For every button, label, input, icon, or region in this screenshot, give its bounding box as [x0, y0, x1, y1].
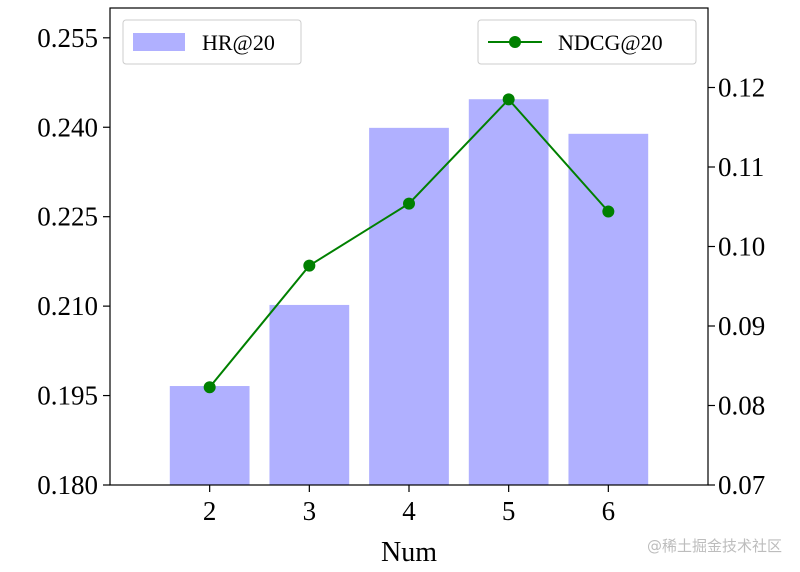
bar-hr20-5 — [468, 99, 549, 485]
line-series-ndcg20 — [203, 93, 615, 394]
bar-hr20-2 — [169, 386, 250, 485]
legend-marker-ndcg20 — [509, 36, 521, 48]
left-tick-label: 0.225 — [37, 202, 98, 232]
legend-left: HR@20 — [122, 19, 302, 65]
legend-right: NDCG@20 — [477, 19, 697, 65]
bar-hr20-3 — [269, 304, 350, 485]
left-tick-label: 0.255 — [37, 23, 98, 53]
right-y-axis: 0.07 0.08 0.09 0.10 0.11 0.12 — [708, 73, 765, 500]
right-tick-label: 0.07 — [718, 470, 765, 500]
watermark-text: @稀土掘金技术社区 — [646, 537, 782, 555]
bar-hr20-4 — [369, 127, 449, 485]
right-tick-label: 0.08 — [718, 391, 765, 421]
point-ndcg20-2 — [203, 381, 216, 394]
x-axis: 2 3 4 5 6 — [203, 485, 615, 526]
point-ndcg20-3 — [303, 259, 316, 272]
right-tick-label: 0.09 — [718, 311, 765, 341]
x-tick-label: 5 — [502, 496, 516, 526]
legend-swatch-hr20 — [133, 33, 185, 51]
x-tick-label: 4 — [402, 496, 416, 526]
left-tick-label: 0.240 — [37, 112, 98, 142]
left-tick-label: 0.210 — [37, 291, 98, 321]
left-tick-label: 0.195 — [37, 381, 98, 411]
legend-label-ndcg20: NDCG@20 — [558, 30, 663, 55]
point-ndcg20-4 — [403, 197, 415, 210]
x-axis-title: Num — [381, 537, 437, 568]
x-tick-label: 6 — [602, 496, 616, 526]
legend-label-hr20: HR@20 — [202, 30, 275, 55]
right-tick-label: 0.10 — [718, 232, 765, 262]
x-tick-label: 3 — [303, 496, 317, 526]
left-y-axis: 0.180 0.195 0.210 0.225 0.240 0.255 — [37, 23, 110, 500]
point-ndcg20-6 — [602, 205, 615, 218]
point-ndcg20-5 — [502, 93, 515, 106]
right-tick-label: 0.12 — [718, 73, 765, 103]
legend-right-box — [477, 19, 697, 65]
left-tick-label: 0.180 — [37, 470, 98, 500]
x-tick-label: 2 — [203, 496, 217, 526]
right-tick-label: 0.11 — [718, 152, 764, 182]
bar-series-hr20 — [169, 99, 649, 485]
bar-hr20-6 — [568, 133, 649, 485]
legend-left-box — [122, 19, 302, 65]
